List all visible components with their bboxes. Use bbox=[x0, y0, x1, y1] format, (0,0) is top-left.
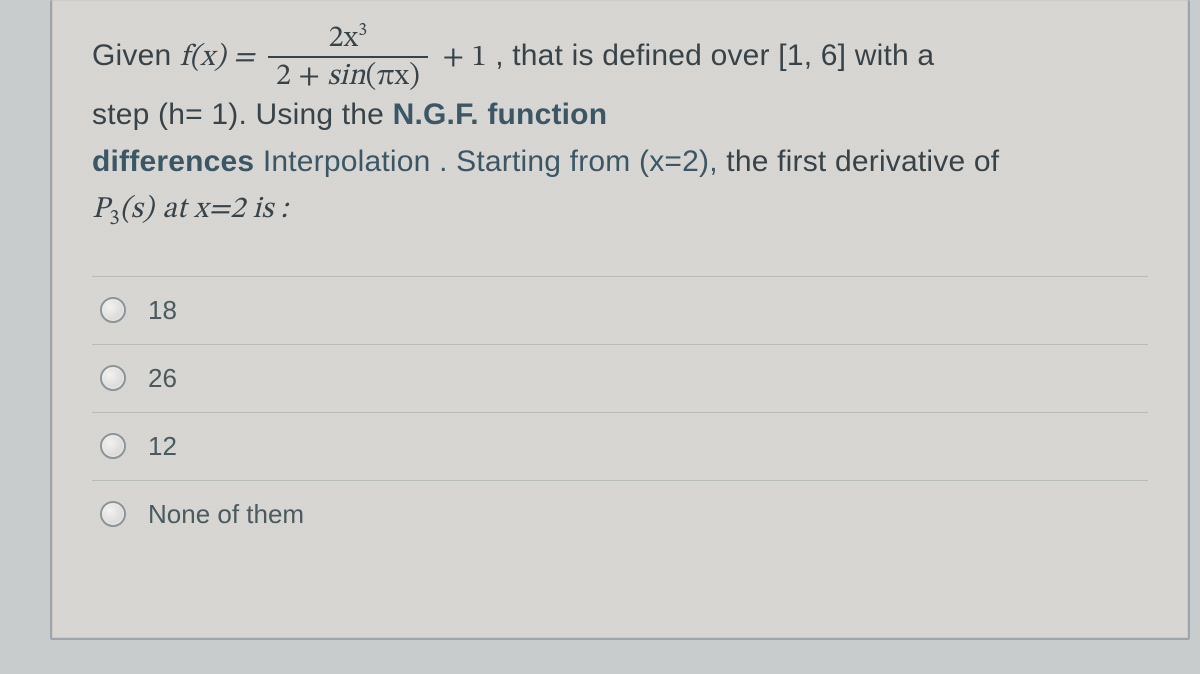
option-label: 18 bbox=[148, 295, 177, 326]
page-background: Given f(x) = 2x3 2 + sin(πx) + 1 , that … bbox=[0, 0, 1200, 674]
line3-b: . Starting from (x=2), bbox=[439, 145, 718, 178]
option-row[interactable]: None of them bbox=[92, 481, 1148, 548]
domain-text: , that is defined over [1, 6] with a bbox=[495, 39, 934, 72]
option-row[interactable]: 12 bbox=[92, 413, 1148, 481]
frac-num-base: 2x bbox=[329, 24, 359, 54]
frac-den-a: 2 + bbox=[276, 62, 327, 92]
radio-icon[interactable] bbox=[100, 433, 126, 459]
p3-sub: 3 bbox=[109, 208, 120, 229]
option-label: 26 bbox=[148, 363, 177, 394]
p3-s: (s) bbox=[120, 195, 154, 225]
fraction: 2x3 2 + sin(πx) bbox=[268, 22, 428, 92]
option-label: None of them bbox=[148, 499, 304, 530]
line3-c: the first derivative of bbox=[726, 145, 999, 178]
p3-p: P bbox=[92, 195, 109, 225]
option-row[interactable]: 26 bbox=[92, 345, 1148, 413]
radio-icon[interactable] bbox=[100, 365, 126, 391]
interp-label: Interpolation bbox=[263, 145, 431, 178]
options-list: 18 26 12 None of them bbox=[92, 276, 1148, 548]
frac-den-b: (πx) bbox=[366, 62, 420, 92]
ngf-label: N.G.F. function bbox=[393, 98, 608, 131]
line4-c: at x=2 is : bbox=[162, 195, 288, 225]
fraction-denominator: 2 + sin(πx) bbox=[268, 58, 428, 92]
question-card: Given f(x) = 2x3 2 + sin(πx) + 1 , that … bbox=[50, 0, 1190, 640]
radio-icon[interactable] bbox=[100, 501, 126, 527]
fx-label: f(x) = bbox=[180, 43, 262, 73]
question-stem: Given f(x) = 2x3 2 + sin(πx) + 1 , that … bbox=[92, 22, 1148, 236]
option-row[interactable]: 18 bbox=[92, 277, 1148, 345]
frac-num-sup: 3 bbox=[358, 22, 367, 40]
line2-a: step (h= 1). Using the bbox=[92, 98, 393, 131]
line3-a: differences bbox=[92, 145, 263, 178]
radio-icon[interactable] bbox=[100, 297, 126, 323]
text-given: Given bbox=[92, 39, 180, 72]
frac-den-sin: sin bbox=[327, 62, 365, 92]
plus-one: + 1 bbox=[443, 43, 487, 73]
fraction-numerator: 2x3 bbox=[268, 22, 428, 58]
option-label: 12 bbox=[148, 431, 177, 462]
